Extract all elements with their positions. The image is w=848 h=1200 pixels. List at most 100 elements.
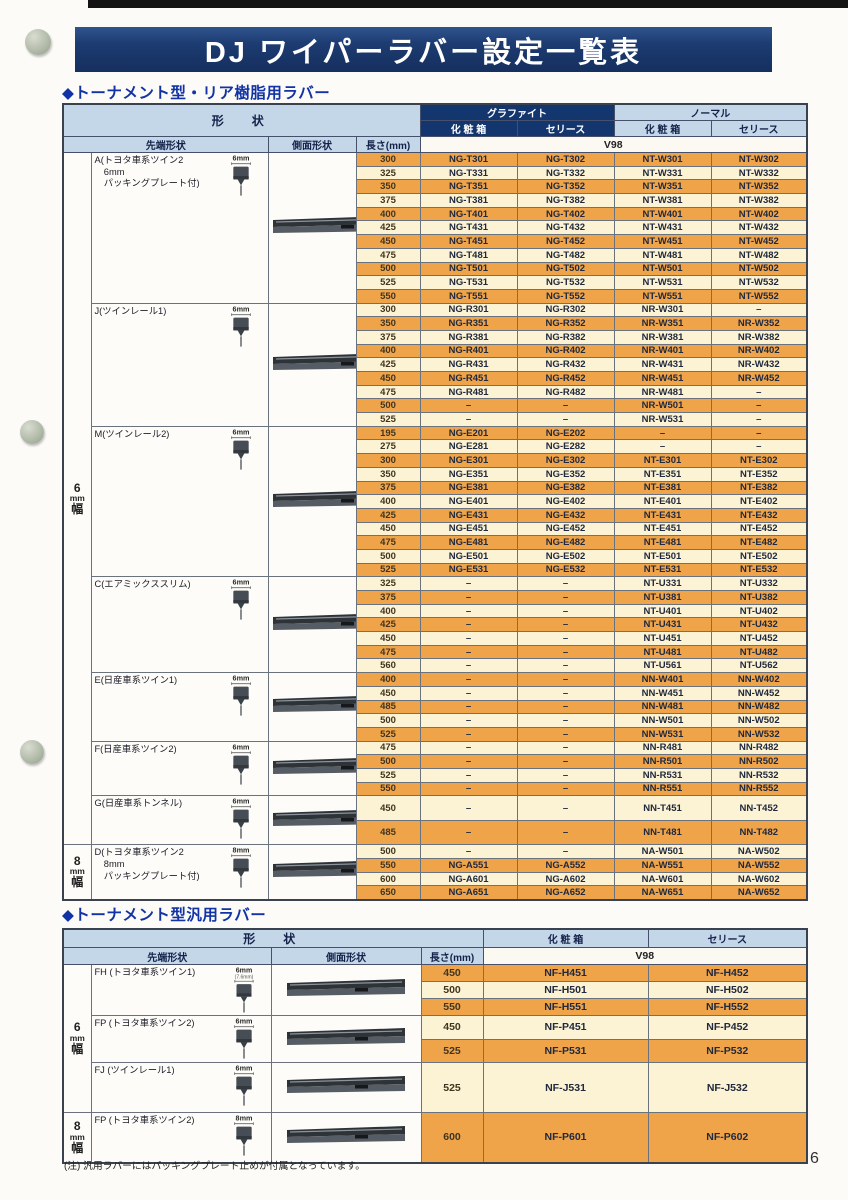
length-cell: 325 bbox=[355, 165, 421, 181]
part-number-cell: NG-E432 bbox=[516, 507, 615, 523]
part-number-cell: NT-U482 bbox=[710, 644, 808, 660]
length-cell: 500 bbox=[355, 261, 421, 277]
table-row: 500– – NN-W501 NN-W502 bbox=[63, 713, 808, 728]
length-cell: 350 bbox=[355, 466, 421, 482]
part-number-cell: NG-T531 bbox=[419, 275, 518, 290]
table-row: 400 NG-R401 NG-R402 NR-W401 NR-W402 bbox=[63, 343, 808, 359]
footnote: (注) 汎用ラバーにはパッキングプレート止めが付属となっています。 bbox=[64, 1161, 365, 1172]
side-view-cell bbox=[270, 1112, 422, 1163]
part-number-cell: NG-E402 bbox=[516, 494, 615, 509]
table-row: 475 NG-T481 NG-T482 NT-W481 NT-W482 bbox=[63, 247, 808, 263]
group-label: FH (トヨタ車系ツイン1) bbox=[92, 966, 223, 1015]
part-number-cell: NG-R482 bbox=[516, 384, 615, 400]
table-row: 525– – NN-R531 NN-R532 bbox=[63, 767, 808, 783]
tip-shape-cell: C(エアミックススリム) 6mm bbox=[90, 576, 269, 674]
svg-text:6mm: 6mm bbox=[235, 967, 252, 975]
part-number-cell: NG-A601 bbox=[419, 871, 518, 887]
column-header-length: 長さ(mm) bbox=[355, 136, 421, 153]
group-label-line: FP (トヨタ車系ツイン2) bbox=[94, 1018, 195, 1028]
part-number-cell: NG-E481 bbox=[419, 535, 518, 550]
length-cell: 400 bbox=[355, 494, 421, 509]
group-label-line: G(日産車系トンネル) bbox=[94, 798, 183, 809]
part-number-cell: NG-T532 bbox=[516, 275, 615, 290]
part-number-cell: NT-E401 bbox=[613, 494, 712, 509]
part-number-cell: NT-U401 bbox=[613, 603, 712, 619]
part-number-cell: NT-E452 bbox=[710, 521, 808, 537]
group-label-line: FP (トヨタ車系ツイン2) bbox=[94, 1115, 195, 1125]
part-number-cell: NT-W552 bbox=[710, 288, 808, 304]
length-cell: 525 bbox=[355, 562, 421, 578]
length-cell: 450 bbox=[355, 521, 421, 537]
part-number-cell: NA-W552 bbox=[710, 858, 808, 873]
part-number-cell: NG-E352 bbox=[516, 466, 615, 482]
tip-shape-icon: 6mm bbox=[230, 742, 251, 785]
part-number-cell: NG-T431 bbox=[419, 220, 518, 236]
part-number-cell: – bbox=[419, 398, 518, 414]
part-number-cell: NG-E451 bbox=[419, 521, 518, 537]
part-number-cell: NT-W301 bbox=[613, 152, 712, 167]
part-number-cell: NN-W451 bbox=[613, 685, 712, 701]
length-cell: 550 bbox=[355, 858, 421, 873]
table-row: 550 NG-T551 NG-T552 NT-W551 NT-W552 bbox=[63, 288, 808, 304]
tip-shape-cell: F(日産車系ツイン2) 6mm bbox=[90, 740, 269, 797]
part-number-cell: NG-T382 bbox=[516, 193, 615, 208]
part-number-cell: NG-T502 bbox=[516, 261, 615, 277]
table-row: J(ツインレール1) 6mm 300 NG-R301 NG-R302 NR-W301– bbox=[63, 302, 808, 427]
part-number-cell: NT-W381 bbox=[613, 193, 712, 208]
general-rubber-table-host: 形 状化 粧 箱セリース 先端形状 側面形状 長さ(mm) V98 6 mm 幅 FH (トヨタ… bbox=[62, 928, 809, 1164]
group-label-line: 6mm bbox=[94, 166, 125, 177]
punch-hole bbox=[25, 29, 51, 55]
part-number-cell: NG-R381 bbox=[419, 329, 518, 345]
part-number-cell: NF-P602 bbox=[647, 1112, 808, 1163]
part-number-cell: NG-T451 bbox=[419, 234, 518, 249]
length-cell: 525 bbox=[355, 412, 421, 427]
part-number-cell: – bbox=[710, 398, 808, 414]
part-number-cell: – bbox=[710, 425, 808, 441]
part-number-cell: – bbox=[710, 412, 808, 427]
table-row: 325 NG-T331 NG-T332 NT-W331 NT-W332 bbox=[63, 165, 808, 181]
table-row: 425 NG-T431 NG-T432 NT-W431 NT-W432 bbox=[63, 220, 808, 236]
column-header-series: セリース bbox=[516, 120, 615, 137]
part-number-cell: NG-E431 bbox=[419, 507, 518, 523]
part-number-cell: NT-E301 bbox=[613, 453, 712, 468]
tip-shape-photo: 6mm bbox=[223, 1064, 271, 1110]
length-cell: 450 bbox=[355, 685, 421, 701]
svg-text:(7.6mm): (7.6mm) bbox=[234, 974, 253, 980]
header-row: 先端形状 側面形状 長さ(mm) V98 bbox=[62, 136, 808, 153]
width-band-cell: 8 mm 幅 bbox=[62, 1112, 92, 1163]
length-cell: 450 bbox=[355, 795, 421, 821]
length-cell: 275 bbox=[355, 439, 421, 455]
column-header-length: 長さ(mm) bbox=[420, 947, 484, 965]
part-number-cell: NG-T352 bbox=[516, 179, 615, 195]
part-number-cell: NT-W351 bbox=[613, 179, 712, 195]
part-number-cell: – bbox=[710, 439, 808, 455]
part-number-cell: NT-E531 bbox=[613, 562, 712, 578]
part-number-cell: – bbox=[516, 726, 615, 742]
part-number-cell: NF-J531 bbox=[482, 1062, 649, 1113]
group-label-line: F(日産車系ツイン2) bbox=[94, 743, 177, 754]
part-number-cell: NT-E451 bbox=[613, 521, 712, 537]
part-number-cell: NG-R302 bbox=[516, 302, 615, 318]
part-number-cell: NN-R531 bbox=[613, 767, 712, 783]
table-row: 425 NG-R431 NG-R432 NR-W431 NR-W432 bbox=[63, 357, 808, 372]
model-code-cell: V98 bbox=[482, 947, 808, 965]
side-profile-icon bbox=[287, 1125, 405, 1143]
part-number-cell: – bbox=[516, 754, 615, 769]
svg-text:6mm: 6mm bbox=[232, 742, 249, 751]
table-row: 500 NG-E501 NG-E502 NT-E501 NT-E502 bbox=[63, 548, 808, 564]
part-number-cell: NT-W331 bbox=[613, 165, 712, 181]
part-number-cell: NT-U481 bbox=[613, 644, 712, 660]
part-number-cell: NG-T332 bbox=[516, 165, 615, 181]
tip-shape-icon: 8mm bbox=[230, 846, 251, 888]
tip-shape-cell: G(日産車系トンネル) 6mm bbox=[90, 795, 269, 846]
part-number-cell: NN-T482 bbox=[710, 819, 808, 846]
part-number-cell: NG-E452 bbox=[516, 521, 615, 537]
group-label: D(トヨタ車系ツイン2 8mm パッキングプレート付) bbox=[92, 846, 220, 892]
part-number-cell: – bbox=[516, 685, 615, 701]
table-row: 350 NG-T351 NG-T352 NT-W351 NT-W352 bbox=[63, 179, 808, 195]
part-number-cell: NG-T552 bbox=[516, 288, 615, 304]
part-number-cell: – bbox=[516, 699, 615, 715]
part-number-cell: NR-W402 bbox=[710, 343, 808, 359]
length-cell: 525 bbox=[355, 726, 421, 742]
length-cell: 500 bbox=[420, 981, 484, 999]
